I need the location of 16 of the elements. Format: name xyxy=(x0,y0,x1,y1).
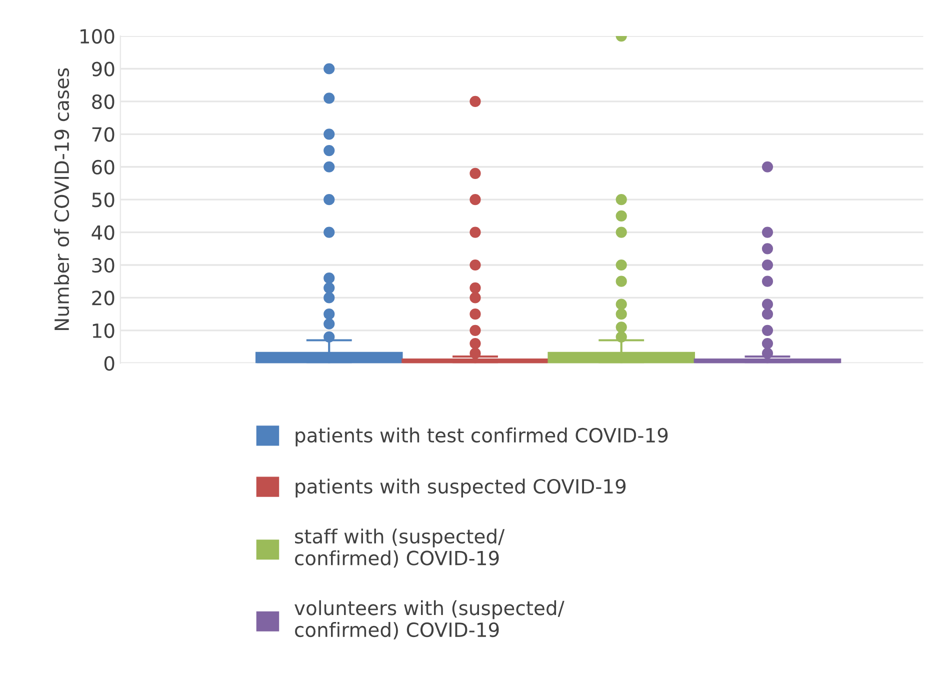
legend-label: patients with suspected COVID-19 xyxy=(296,478,626,498)
y-tick-label: 90 xyxy=(92,62,114,76)
y-tick-label: 0 xyxy=(104,356,114,371)
legend-label: patients with test confirmed COVID-19 xyxy=(296,428,668,446)
y-axis-title: Number of COVID-19 cases xyxy=(54,68,70,330)
y-tick-label: 70 xyxy=(92,127,114,142)
y-tick-label: 60 xyxy=(92,160,114,175)
y-tick-label: 20 xyxy=(92,290,114,306)
legend-label: volunteers with (suspected/ confirmed) COVID-19 xyxy=(294,600,564,640)
legend-label: staff with (suspected/ confirmed) COVID-19 xyxy=(295,528,505,568)
y-tick-label: 30 xyxy=(92,258,114,273)
y-tick-label: 10 xyxy=(92,323,114,338)
y-tick-label: 100 xyxy=(80,28,114,44)
y-tick-label: 40 xyxy=(92,225,114,240)
y-tick-label: 50 xyxy=(92,192,114,208)
y-tick-label: 80 xyxy=(92,94,114,110)
